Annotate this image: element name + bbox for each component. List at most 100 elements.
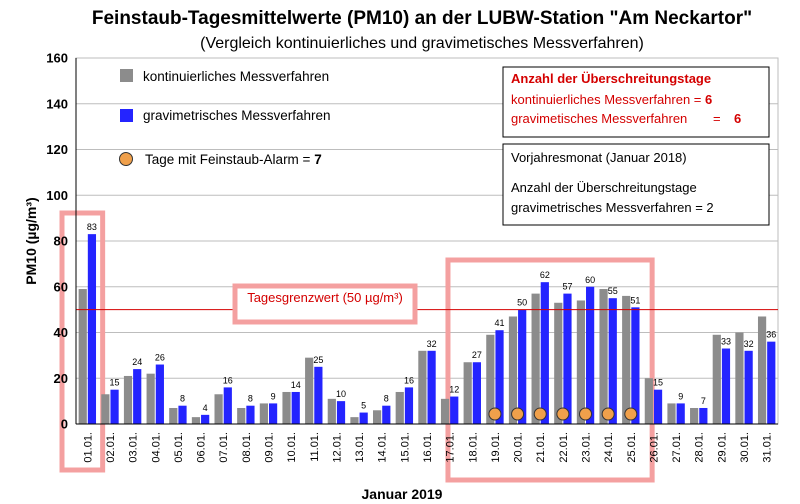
bar-grav [767, 341, 776, 424]
bar-kont [690, 407, 699, 424]
bar-grav [223, 387, 232, 424]
prev-year-line2: Anzahl der Überschreitungstage [511, 180, 697, 195]
x-tick-label: 09.01. [263, 432, 275, 463]
alarm-marker [601, 407, 615, 421]
bar-grav [495, 330, 504, 424]
x-tick-label: 17.01. [445, 432, 457, 463]
bar-grav [586, 286, 595, 424]
bar-kont [350, 417, 359, 424]
bar-kont [735, 332, 744, 424]
bar-kont [78, 289, 87, 424]
bar-grav [291, 391, 300, 424]
bar-kont [463, 362, 472, 424]
bar-grav [382, 405, 391, 424]
bar-grav [744, 350, 753, 424]
bar-grav [699, 407, 708, 424]
bar-kont [486, 334, 495, 424]
bar-kont [169, 407, 178, 424]
x-axis-title: Januar 2019 [362, 486, 443, 502]
bar-grav [631, 307, 640, 424]
data-labels: 83 15 24 26 8 4 16 8 9 14 25 10 5 8 16 32 12 27 41 50 62 57 60… [87, 222, 776, 413]
x-tick-label: 19.01. [490, 432, 502, 463]
bar-kont [599, 289, 608, 424]
y-tick-label: 20 [54, 371, 68, 386]
legend-kont-label: kontinuierliches Messverfahren [143, 69, 329, 84]
alarm-marker [533, 407, 547, 421]
bar-grav [472, 362, 481, 424]
bar-grav [201, 414, 210, 424]
bar-grav [133, 369, 142, 424]
data-label: 25 [313, 355, 323, 365]
x-tick-label: 30.01. [739, 432, 751, 463]
bar-kont [554, 302, 563, 424]
bar-kont [123, 375, 133, 424]
data-label: 24 [132, 357, 142, 367]
highlight-boxes [59, 210, 655, 483]
x-tick-label: 29.01. [716, 432, 728, 463]
y-tick-label: 60 [54, 279, 68, 294]
legend-kont-swatch [120, 69, 133, 82]
y-tick-label: 80 [54, 234, 68, 249]
prev-year-line1: Vorjahresmonat (Januar 2018) [511, 150, 687, 165]
data-label: 57 [562, 282, 572, 292]
x-tick-label: 24.01. [603, 432, 615, 463]
x-tick-label: 06.01. [196, 432, 208, 463]
data-label: 60 [585, 275, 595, 285]
x-tick-label: 23.01. [581, 432, 593, 463]
data-label: 14 [291, 380, 301, 390]
bar-kont [101, 394, 110, 424]
data-label: 8 [180, 394, 185, 404]
bar-kont [191, 417, 201, 424]
alarm-marker [511, 407, 525, 421]
data-label: 32 [427, 339, 437, 349]
highlight-box [445, 257, 655, 483]
bar-kont [418, 350, 427, 424]
bar-kont [531, 293, 540, 424]
bar-grav [427, 350, 436, 424]
highlight-box [59, 210, 106, 473]
bar-kont [214, 394, 223, 424]
data-label: 16 [223, 375, 233, 385]
y-tick-label: 140 [46, 96, 68, 111]
data-label: 8 [248, 394, 253, 404]
bar-grav [676, 403, 685, 424]
x-tick-label: 08.01. [241, 432, 253, 463]
x-tick-label: 20.01. [513, 432, 525, 463]
x-tick-label: 27.01. [671, 432, 683, 463]
x-tick-label: 25.01. [626, 432, 638, 463]
bar-grav [563, 293, 572, 424]
bar-grav [653, 389, 663, 424]
x-tick-label: 12.01. [331, 432, 343, 463]
bar-grav [246, 405, 255, 424]
bar-grav [178, 405, 187, 424]
previous-year-box: Vorjahresmonat (Januar 2018) Anzahl der … [502, 143, 770, 226]
data-label: 15 [110, 378, 120, 388]
bar-kont [305, 357, 314, 424]
x-tick-label: 31.01. [762, 432, 774, 463]
x-tick-label: 10.01. [286, 432, 298, 463]
bar-kont [282, 391, 291, 424]
data-label: 55 [608, 286, 618, 296]
x-tick-label: 28.01. [694, 432, 706, 463]
y-tick-label: 0 [61, 417, 68, 432]
limit-label: Tagesgrenzwert (50 µg/m³) [247, 290, 403, 305]
x-tick-label: 03.01. [128, 432, 140, 463]
data-label: 12 [449, 385, 459, 395]
bars [78, 234, 776, 424]
data-label: 33 [721, 337, 731, 347]
limit-line-group: Tagesgrenzwert (50 µg/m³) [76, 283, 778, 325]
x-tick-label: 11.01. [309, 432, 321, 462]
exceedance-line-grav: gravimetisches Messverfahren = 6 [511, 111, 741, 126]
bar-grav [359, 412, 368, 424]
data-label: 5 [361, 401, 366, 411]
data-label: 7 [701, 396, 706, 406]
x-tick-label: 22.01. [558, 432, 570, 463]
x-tick-label: 04.01. [150, 432, 162, 463]
x-tick-label: 02.01. [105, 432, 117, 463]
alarm-marker [624, 407, 638, 421]
alarm-marker [488, 407, 502, 421]
data-label: 50 [517, 298, 527, 308]
limit-label-box [232, 283, 418, 325]
data-label: 62 [540, 270, 550, 280]
